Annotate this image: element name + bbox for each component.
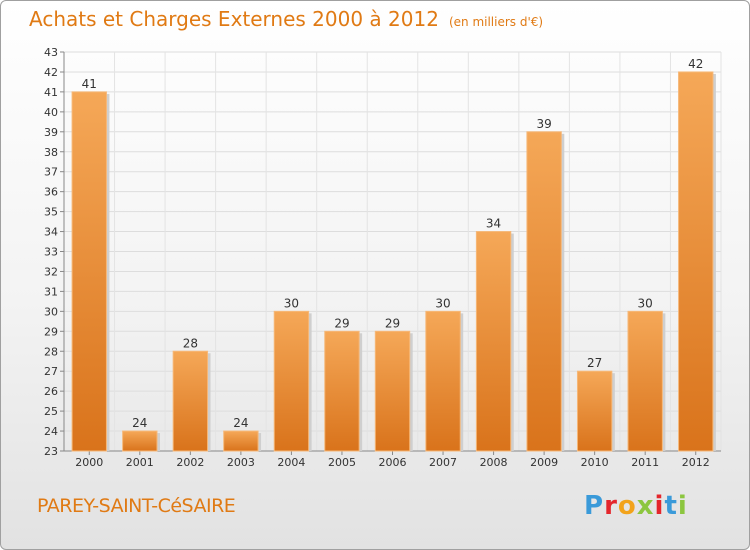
x-tick-label: 2002 [176,456,204,469]
data-label: 24 [233,416,248,430]
y-tick-label: 23 [44,445,58,458]
y-tick-label: 26 [44,385,58,398]
y-tick-label: 37 [44,166,58,179]
data-labels: 41 24 28 24 30 29 29 30 34 39 27 30 42 [82,57,704,430]
y-tick-label: 36 [44,186,58,199]
x-tick-label: 2006 [379,456,407,469]
bar [627,310,663,452]
x-tick-label: 2003 [227,456,255,469]
y-tick-label: 40 [44,106,58,119]
data-label: 30 [638,296,653,310]
data-label: 29 [334,316,349,330]
data-label: 30 [435,296,450,310]
y-tick-label: 27 [44,365,58,378]
y-tick-label: 32 [44,265,58,278]
data-label: 34 [486,217,501,231]
y-tick-label: 25 [44,405,58,418]
y-tick-label: 31 [44,285,58,298]
chart-unit: (en milliers d'€) [448,15,544,29]
data-label: 42 [688,57,703,71]
y-tick-label: 41 [44,86,58,99]
x-tick-label: 2007 [429,456,457,469]
bar [475,231,512,452]
y-tick-label: 35 [44,206,58,219]
bar [122,430,158,452]
data-label: 30 [284,296,299,310]
y-tick-label: 38 [44,146,58,159]
y-tick-label: 43 [44,46,58,59]
logo-letter: i [677,491,688,521]
bar [273,310,310,452]
commune-name: PAREY-SAINT-CéSAIRE [37,495,236,517]
x-tick-label: 2010 [581,456,609,469]
logo-letter: x [636,491,655,521]
y-tick-label: 29 [44,325,58,338]
proxiti-logo[interactable]: Proxiti [584,491,688,521]
logo-letter: t [664,491,678,521]
data-label: 27 [587,356,602,370]
bar [324,330,360,452]
y-tick-label: 33 [44,246,58,259]
bar [223,430,259,452]
x-tick-label: 2009 [530,456,558,469]
x-tick-label: 2005 [328,456,356,469]
x-tick-label: 2008 [480,456,508,469]
data-label: 28 [183,336,198,350]
bar [526,131,562,452]
x-tick-label: 2000 [75,456,103,469]
x-tick-label: 2012 [682,456,710,469]
x-tick-label: 2011 [631,456,659,469]
logo-letter: P [584,491,605,521]
y-tick-label: 42 [44,66,58,79]
axes: 23 24 25 26 27 28 29 30 31 32 33 34 35 36 37 38 39 40 41 42… [44,46,721,469]
chart-title: Achats et Charges Externes 2000 à 2012 (e… [29,7,543,31]
logo-letter: r [604,491,618,521]
y-tick-label: 28 [44,345,58,358]
y-tick-label: 34 [44,226,58,239]
x-tick-label: 2004 [277,456,305,469]
logo-letter: o [617,491,637,521]
bars [71,71,716,452]
chart-title-text: Achats et Charges Externes 2000 à 2012 [29,7,439,31]
bar [425,310,461,452]
bar [71,91,107,452]
x-tick-label: 2001 [126,456,154,469]
data-label: 24 [132,416,147,430]
logo-letter: i [654,491,665,521]
data-label: 39 [536,117,551,131]
bar [576,370,613,452]
y-tick-label: 30 [44,305,58,318]
y-tick-label: 39 [44,126,58,139]
bar [374,330,411,452]
y-tick-label: 24 [44,425,58,438]
data-label: 41 [82,77,97,91]
bar [678,71,714,452]
bar [172,350,209,452]
data-label: 29 [385,316,400,330]
